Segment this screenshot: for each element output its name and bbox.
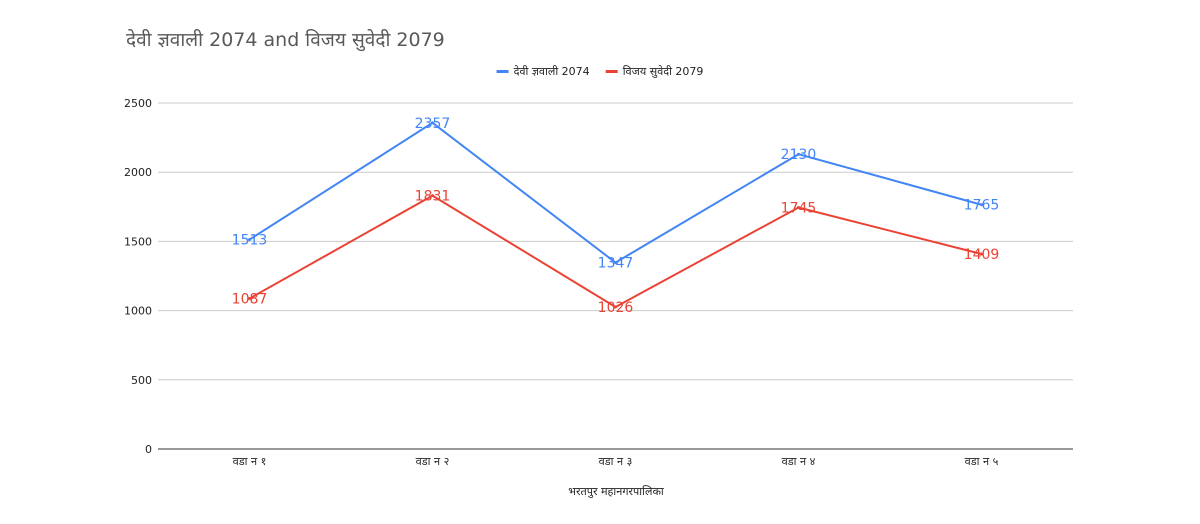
data-point <box>797 205 800 209</box>
x-axis-title: भरतपुर महानगरपालिका <box>568 485 664 498</box>
data-labels: 1513 2357 1347 2130 1765 1087 1831 1026 1745 1409 <box>232 116 1000 316</box>
data-label: 1831 <box>415 189 451 205</box>
legend-item: विजय सुवेदी 2079 <box>605 65 704 78</box>
y-tick-label: 500 <box>131 374 152 387</box>
axes: 0 500 1000 1500 2000 2500 वडा न १ वडा न २ वडा न … <box>124 97 1073 468</box>
series-lines <box>248 121 983 309</box>
data-point <box>614 305 617 309</box>
data-point <box>980 252 983 256</box>
x-tick-label: वडा न २ <box>416 455 450 468</box>
y-tick-label: 2500 <box>124 97 152 110</box>
gridlines <box>158 102 1073 381</box>
data-label: 1745 <box>781 200 817 216</box>
x-tick-label: वडा न ४ <box>782 455 816 468</box>
y-tick-label: 2000 <box>124 166 152 179</box>
legend-swatch <box>605 70 618 73</box>
data-label: 1026 <box>598 300 634 316</box>
y-tick-label: 0 <box>145 443 152 456</box>
data-label: 2130 <box>781 147 817 163</box>
legend-label: देवी ज्ञवाली 2074 <box>514 65 590 78</box>
chart-title: देवी ज्ञवाली 2074 and विजय सुवेदी 2079 <box>126 29 445 51</box>
data-label: 1087 <box>232 292 268 308</box>
data-point <box>797 152 800 156</box>
data-point <box>248 297 251 301</box>
data-point <box>614 261 617 265</box>
x-tick-label: वडा न ५ <box>965 455 999 468</box>
data-label: 1347 <box>598 256 634 272</box>
data-label: 1765 <box>964 198 1000 214</box>
y-tick-label: 1500 <box>124 235 152 248</box>
data-point <box>431 121 434 125</box>
legend-label: विजय सुवेदी 2079 <box>623 65 704 78</box>
data-label: 1409 <box>964 247 1000 263</box>
data-label: 1513 <box>232 233 268 249</box>
data-point <box>248 238 251 242</box>
data-point <box>980 203 983 207</box>
series-line-2 <box>249 194 982 309</box>
data-point <box>431 194 434 198</box>
legend-swatch <box>496 70 509 73</box>
x-tick-label: वडा न १ <box>233 455 267 468</box>
legend-item: देवी ज्ञवाली 2074 <box>496 65 590 78</box>
y-tick-label: 1000 <box>124 305 152 318</box>
legend: देवी ज्ञवाली 2074 विजय सुवेदी 2079 <box>496 65 704 78</box>
data-label: 2357 <box>415 116 451 132</box>
x-tick-label: वडा न ३ <box>599 455 633 468</box>
